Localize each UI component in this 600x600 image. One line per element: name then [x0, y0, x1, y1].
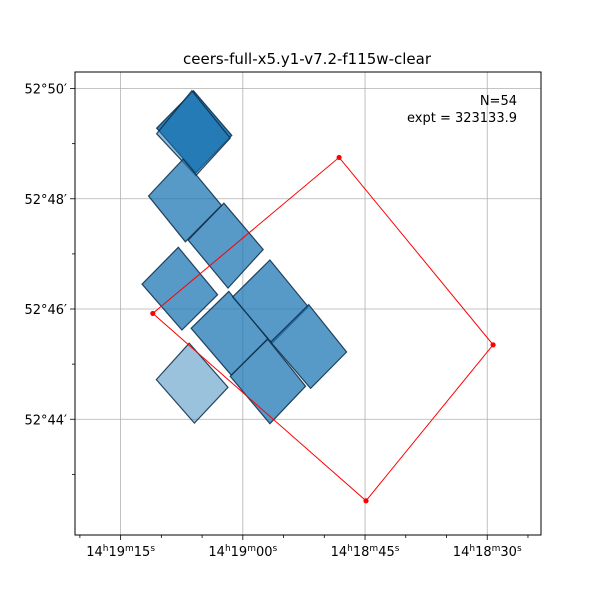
y-tick-label: 52°46′: [24, 303, 67, 318]
x-tick-label: 14h18m30s: [453, 544, 522, 560]
y-tick-label: 52°50′: [24, 83, 67, 98]
annotation-expt: expt = 323133.9: [407, 111, 517, 126]
grid-lines: [75, 72, 541, 535]
outline-point: [490, 342, 496, 348]
y-axis-ticks: 52°44′ 52°46′ 52°48′ 52°50′: [24, 83, 75, 475]
outline-point: [363, 498, 369, 504]
outline-point: [336, 154, 342, 161]
x-axis-ticks: 14h19m15s 14h19m00s 14h18m45s 14h18m30s: [79, 535, 529, 560]
plot-frame: [74, 71, 542, 536]
outline-point: [150, 310, 156, 317]
footprint-polygon: [229, 338, 307, 425]
footprint-polygon: [141, 246, 219, 331]
annotation-n: N=54: [480, 94, 517, 109]
footprint-polygon: [269, 303, 348, 390]
footprint-polygon: [155, 89, 231, 177]
outline-series: [150, 154, 496, 504]
axes-frame: [74, 71, 542, 536]
x-tick-label: 14h19m00s: [208, 544, 277, 560]
footprint-polygon: [155, 342, 229, 424]
y-tick-label: 52°44′: [24, 413, 67, 428]
x-tick-label: 14h19m15s: [86, 544, 155, 560]
x-tick-label: 14h18m45s: [331, 544, 400, 560]
footprint-polygon: [187, 202, 264, 290]
chart-title: ceers-full-x5.y1-v7.2-f115w-clear: [183, 50, 432, 68]
footprints: [141, 89, 348, 425]
y-tick-label: 52°48′: [24, 193, 67, 208]
